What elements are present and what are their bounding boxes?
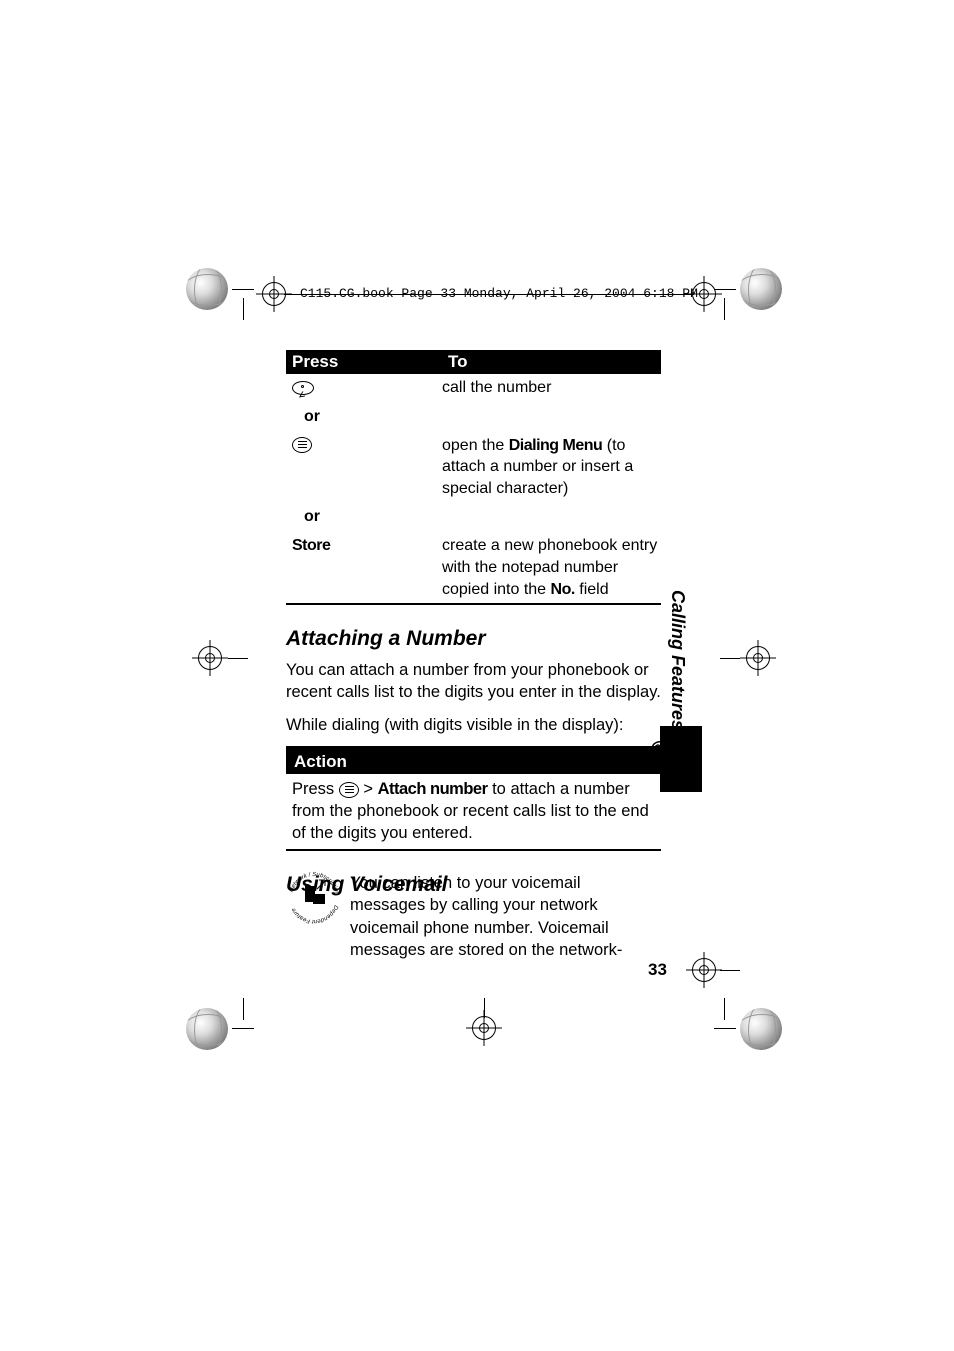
side-tab-label: Calling Features	[667, 590, 688, 730]
th-press: Press	[286, 350, 442, 374]
page-number: 33	[648, 960, 667, 980]
crop-line	[724, 298, 725, 320]
to-text-post: field	[575, 581, 609, 598]
call-key-icon	[292, 381, 314, 395]
registration-mark	[686, 952, 722, 988]
table-bottom-rule	[286, 603, 661, 605]
network-feature-icon: Network / Subscription Dependent Feature	[286, 870, 342, 926]
crop-line	[720, 970, 740, 971]
svg-text:Dependent Feature: Dependent Feature	[290, 904, 338, 924]
to-cell: open the Dialing Menu (to attach a numbe…	[442, 435, 661, 500]
crop-line	[232, 1028, 254, 1029]
print-globe-tr	[740, 268, 782, 310]
voicemail-text: You can listen to your voicemail message…	[350, 872, 650, 961]
print-globe-br	[740, 1008, 782, 1050]
body-text: You can attach a number from your phoneb…	[286, 659, 661, 704]
menu-key-icon	[339, 782, 359, 798]
to-text-bold: No.	[551, 581, 575, 598]
content-column: Press To call the number or open the Dia…	[286, 350, 661, 905]
or-label: or	[286, 502, 661, 532]
crop-line	[484, 998, 485, 1018]
section-heading: Attaching a Number	[286, 627, 661, 651]
action-text-bold: Attach number	[378, 780, 488, 798]
crop-line	[720, 658, 740, 659]
print-globe-bl	[186, 1008, 228, 1050]
press-cell	[286, 377, 442, 399]
th-to: To	[442, 350, 661, 374]
to-text-pre: open the	[442, 437, 509, 454]
to-text-bold: Dialing Menu	[509, 437, 603, 454]
action-body: Press > Attach number to attach a number…	[286, 774, 661, 851]
table-header: Press To	[286, 350, 661, 374]
registration-mark	[740, 640, 776, 676]
menu-key-icon	[292, 437, 312, 453]
action-header: Action	[286, 748, 661, 774]
crop-line	[243, 998, 244, 1020]
registration-mark	[256, 276, 292, 312]
crop-line	[228, 658, 248, 659]
to-cell: create a new phonebook entry with the no…	[442, 535, 661, 600]
page-header-text: C115.CG.book Page 33 Monday, April 26, 2…	[300, 286, 698, 301]
table-row: call the number	[286, 374, 661, 402]
action-text-mid: >	[359, 780, 378, 798]
to-text: call the number	[442, 379, 551, 396]
press-cell	[286, 435, 442, 500]
action-text-pre: Press	[292, 780, 339, 798]
table-row: open the Dialing Menu (to attach a numbe…	[286, 432, 661, 503]
calling-features-icon	[650, 740, 696, 786]
registration-mark	[192, 640, 228, 676]
or-label: or	[286, 402, 661, 432]
body-text: While dialing (with digits visible in th…	[286, 714, 661, 736]
crop-line	[243, 298, 244, 320]
table-row: Store create a new phonebook entry with …	[286, 532, 661, 603]
icon-label-bottom: Dependent Feature	[290, 904, 338, 924]
crop-line	[232, 289, 254, 290]
to-cell: call the number	[442, 377, 661, 399]
press-cell-label: Store	[286, 535, 442, 600]
print-globe-tl	[186, 268, 228, 310]
crop-line	[714, 1028, 736, 1029]
crop-line	[724, 998, 725, 1020]
